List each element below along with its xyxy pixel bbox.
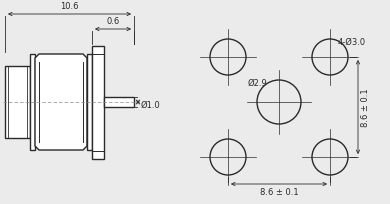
Bar [30,55,35,150]
Bar [92,47,104,159]
Text: 0.6: 0.6 [106,17,120,26]
Text: 8.6 ± 0.1: 8.6 ± 0.1 [361,88,370,127]
Text: Ø1.0: Ø1.0 [141,100,161,109]
Text: 10.6: 10.6 [60,2,79,11]
Text: 4-Ø3.0: 4-Ø3.0 [338,38,366,47]
Text: Ø2.9: Ø2.9 [248,79,268,88]
Bar [5,67,30,138]
Text: 8.6 ± 0.1: 8.6 ± 0.1 [260,187,298,196]
Polygon shape [35,55,87,150]
Bar [87,55,92,150]
Bar [104,98,134,108]
